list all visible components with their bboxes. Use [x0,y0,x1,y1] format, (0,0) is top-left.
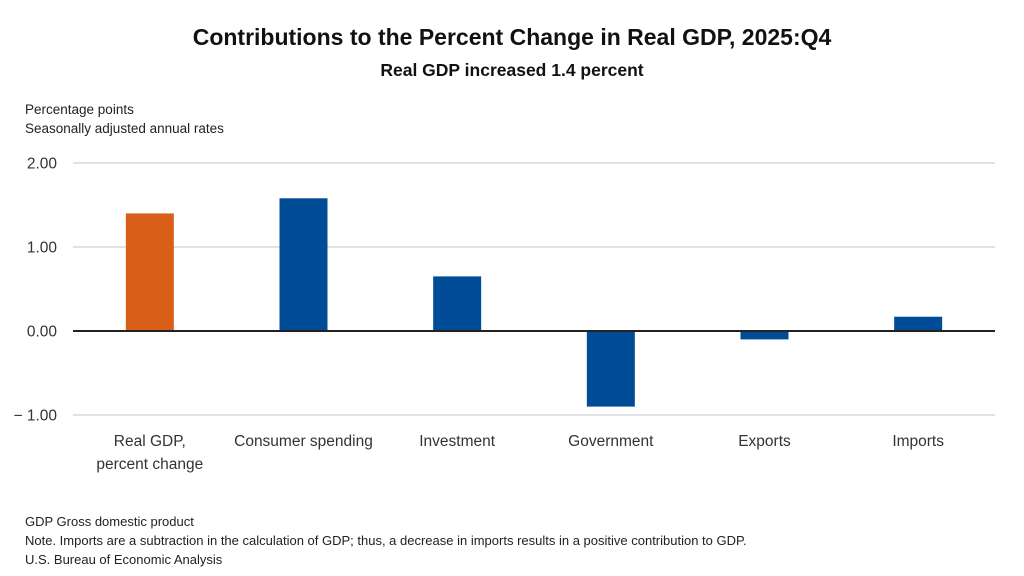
x-tick-label: Government [568,433,654,450]
bar [125,213,174,331]
y-tick-label: 2.00 [27,156,58,173]
footnote-abbreviation: GDP Gross domestic product [25,514,194,529]
x-tick-label: Investment [419,433,496,450]
x-tick-label: Consumer spending [234,433,373,450]
footnote-note: Note. Imports are a subtraction in the c… [25,533,747,548]
y-axis-units-line: Seasonally adjusted annual rates [25,121,224,136]
chart-title: Contributions to the Percent Change in R… [192,24,832,50]
y-axis-units-line: Percentage points [25,102,134,117]
source-credit: U.S. Bureau of Economic Analysis [25,552,223,567]
y-tick-label: − 1.00 [13,408,57,425]
bar [279,198,328,331]
bar [740,331,789,340]
x-tick-label: percent change [96,456,203,473]
x-tick-label: Real GDP, [114,433,186,450]
x-tick-label: Imports [892,433,944,450]
x-tick-label: Exports [738,433,791,450]
bar [894,316,943,331]
bar [433,276,482,331]
bar [586,331,635,407]
chart-subtitle: Real GDP increased 1.4 percent [380,60,644,80]
chart-footer: GDP Gross domestic product Note. Imports… [25,512,747,569]
y-axis-units: Percentage points Seasonally adjusted an… [25,100,224,138]
y-tick-label: 1.00 [27,240,58,257]
y-tick-label: 0.00 [27,324,58,341]
